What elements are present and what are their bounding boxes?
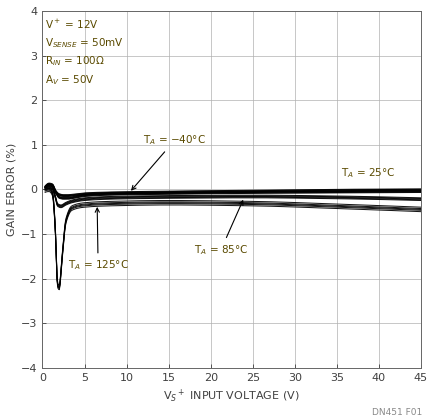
Text: T$_A$ = −40°C: T$_A$ = −40°C [132,133,206,190]
Text: T$_A$ = 125°C: T$_A$ = 125°C [68,208,128,272]
Text: DN451 F01: DN451 F01 [371,408,421,417]
Text: V$^+$ = 12V
V$_{SENSE}$ = 50mV
R$_{IN}$ = 100Ω
A$_V$ = 50V: V$^+$ = 12V V$_{SENSE}$ = 50mV R$_{IN}$ … [45,18,124,87]
Text: T$_A$ = 25°C: T$_A$ = 25°C [340,166,395,179]
X-axis label: V$_S$$^+$ INPUT VOLTAGE (V): V$_S$$^+$ INPUT VOLTAGE (V) [163,387,299,403]
Y-axis label: GAIN ERROR (%): GAIN ERROR (%) [7,143,17,236]
Text: T$_A$ = 85°C: T$_A$ = 85°C [194,201,247,257]
